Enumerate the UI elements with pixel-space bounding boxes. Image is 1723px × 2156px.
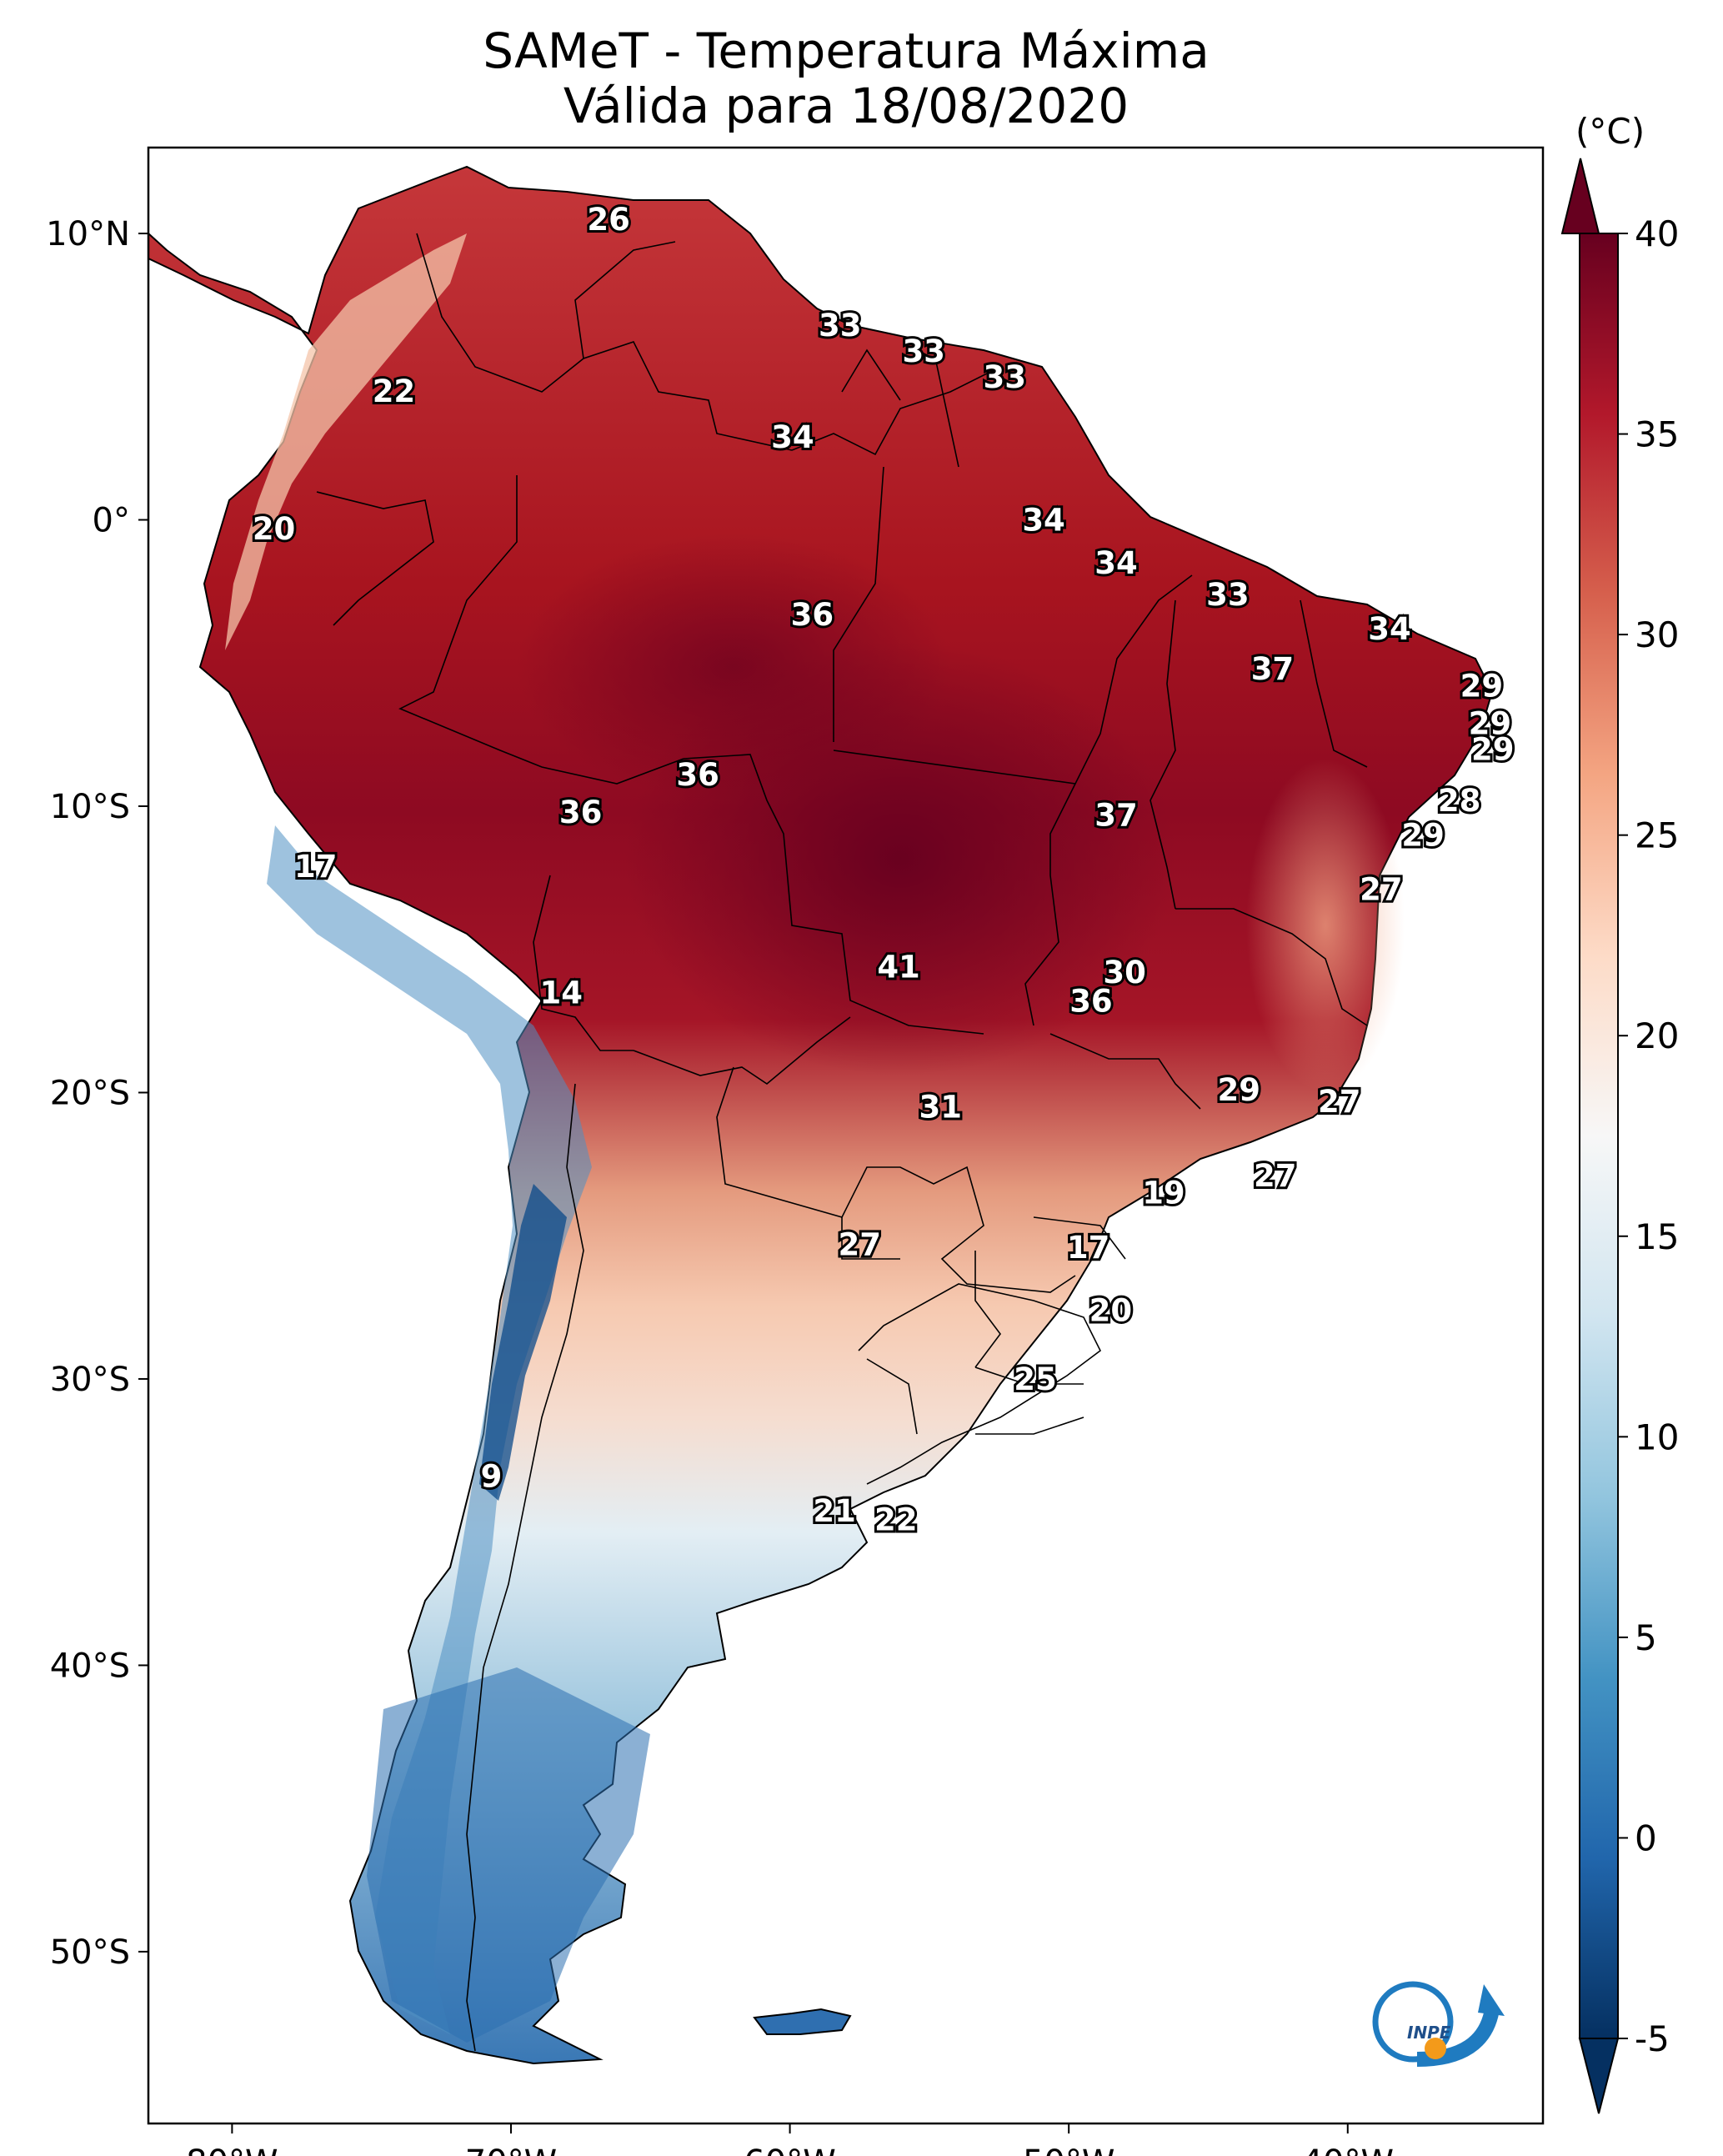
colorbar-tick-label: 10 — [1635, 1416, 1679, 1457]
heat-core-north — [517, 534, 950, 800]
temperature-label: 29 — [1471, 731, 1515, 767]
temperature-label: 29 — [1469, 705, 1512, 741]
lat-tick-label: 50°S — [50, 1933, 130, 1972]
temperature-label: 37 — [1094, 797, 1138, 833]
latitude-axis: 10°N 0° 10°S 20°S 30°S 40°S 50°S — [46, 215, 148, 1972]
temperature-label: 25 — [1014, 1361, 1057, 1397]
inpe-logo: INPE — [1372, 1981, 1505, 2067]
temperature-label: 34 — [1368, 611, 1411, 647]
logo-text: INPE — [1407, 2023, 1451, 2043]
patagonia-cold — [367, 1667, 650, 2043]
colorbar-tick-label: 15 — [1635, 1216, 1679, 1257]
temperature-label: 33 — [819, 308, 862, 343]
colorbar-tick-label: 25 — [1635, 815, 1679, 856]
colorbar-extend-max — [1560, 158, 1600, 234]
lat-tick-label: 30°S — [50, 1361, 130, 1399]
colorbar-gradient — [1579, 233, 1619, 2039]
temperature-label: 27 — [1254, 1158, 1297, 1194]
colorbar-unit: (°C) — [1575, 111, 1645, 152]
temperature-label: 36 — [676, 757, 719, 793]
colorbar-tick-label: 5 — [1635, 1617, 1657, 1658]
temperature-label: 19 — [1142, 1176, 1185, 1211]
temperature-label: 22 — [874, 1502, 918, 1537]
longitude-axis: 80°W 70°W 60°W 50°W 40°W — [186, 2123, 1394, 2156]
colorbar-tick-label: 0 — [1635, 1818, 1657, 1858]
national-borders — [316, 233, 1368, 2052]
lon-tick-label: 80°W — [186, 2143, 278, 2156]
temperature-label: 29 — [1401, 817, 1445, 853]
temperature-label: 34 — [1094, 545, 1138, 581]
temperature-label: 22 — [373, 374, 416, 409]
temperature-label: 28 — [1438, 783, 1481, 819]
continent — [148, 165, 1494, 2065]
temperature-label: 29 — [1218, 1072, 1261, 1108]
temperature-label: 36 — [791, 597, 834, 633]
andes-core-ridge — [479, 1184, 567, 1501]
temperature-label: 30 — [1103, 955, 1146, 990]
temperature-label: 17 — [294, 849, 338, 885]
temperature-label: 27 — [1360, 872, 1403, 908]
temperature-label: 34 — [771, 419, 814, 455]
temperature-label: 20 — [1089, 1293, 1133, 1329]
lat-tick-label: 0° — [93, 502, 130, 540]
south-america-landmass — [148, 165, 1494, 2065]
temperature-label: 36 — [1069, 984, 1113, 1020]
colorbar-tick-label: 35 — [1635, 414, 1679, 455]
northern-andes-cool — [225, 233, 467, 650]
temperature-label: 20 — [253, 511, 296, 547]
temperature-label: 21 — [813, 1493, 856, 1529]
temperature-label: 27 — [838, 1227, 881, 1263]
cooler-east-coast — [1246, 759, 1405, 1092]
lat-tick-label: 10°S — [50, 788, 130, 826]
temperature-label: 26 — [587, 202, 630, 238]
lon-tick-label: 60°W — [744, 2143, 835, 2156]
temperature-label: 36 — [559, 795, 603, 830]
temperature-label: 37 — [1251, 651, 1295, 687]
colorbar-tick-label: -5 — [1635, 2018, 1670, 2059]
temperature-label: 29 — [1460, 669, 1504, 704]
temperature-label: 27 — [1318, 1084, 1361, 1120]
temperature-label: 14 — [539, 975, 583, 1010]
temperature-label: 31 — [919, 1090, 963, 1126]
temperature-label: 34 — [1022, 503, 1065, 539]
lat-tick-label: 10°N — [46, 215, 130, 253]
temperature-label: 17 — [1067, 1230, 1110, 1266]
temperature-label: 9 — [481, 1459, 503, 1495]
lon-tick-label: 50°W — [1023, 2143, 1114, 2156]
colorbar-extend-min — [1578, 2038, 1620, 2114]
temperature-label: 33 — [983, 359, 1026, 395]
colorbar-tick-label: 40 — [1635, 213, 1679, 254]
colorbar: (°C) 40 35 30 25 20 15 10 5 0 -5 — [1560, 111, 1679, 2114]
lon-tick-label: 70°W — [465, 2143, 557, 2156]
lon-tick-label: 40°W — [1302, 2143, 1394, 2156]
falkland-islands — [753, 2008, 852, 2035]
lat-tick-label: 40°S — [50, 1647, 130, 1685]
map-title-line1: SAMeT - Temperatura Máxima — [483, 23, 1210, 79]
andes-cold-ridge — [267, 825, 592, 2034]
colorbar-ticks: 40 35 30 25 20 15 10 5 0 -5 — [1618, 213, 1679, 2059]
lat-tick-label: 20°S — [50, 1074, 130, 1112]
map-title-line2: Válida para 18/08/2020 — [563, 78, 1129, 134]
map-frame — [147, 146, 1545, 2125]
colorbar-tick-label: 20 — [1635, 1015, 1679, 1056]
temperature-label: 33 — [902, 333, 945, 369]
temperature-label: 33 — [1206, 577, 1250, 613]
temperature-label: 41 — [877, 949, 920, 985]
colorbar-tick-label: 30 — [1635, 614, 1679, 655]
